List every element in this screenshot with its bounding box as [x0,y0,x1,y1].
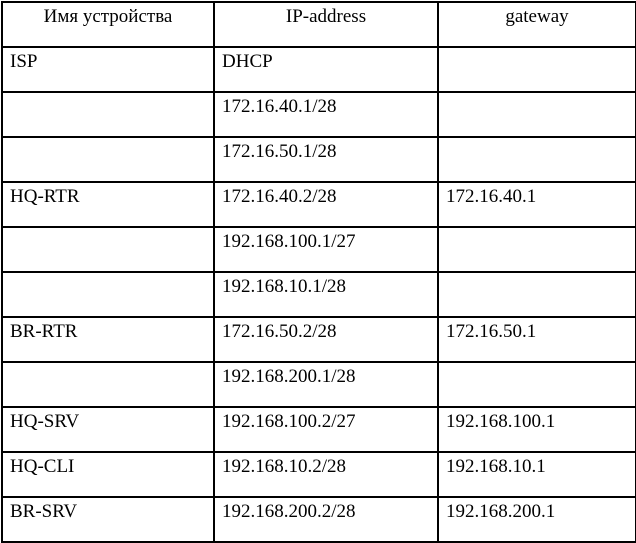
cell-device-name: HQ-RTR [1,181,215,228]
cell-ip-address: 172.16.50.2/28 [213,316,439,363]
table-header-row: Имя устройства IP-address gateway [1,1,636,48]
cell-ip-address: 192.168.10.1/28 [213,271,439,318]
table-row: 192.168.100.1/27 [1,226,636,273]
cell-device-name [1,136,215,183]
cell-gateway: 192.168.100.1 [437,406,636,453]
cell-ip-address: 172.16.50.1/28 [213,136,439,183]
cell-gateway [437,136,636,183]
cell-device-name: ISP [1,46,215,93]
table-row: BR-RTR 172.16.50.2/28 172.16.50.1 [1,316,636,363]
table-row: BR-SRV 192.168.200.2/28 192.168.200.1 [1,496,636,543]
cell-ip-address: 192.168.100.2/27 [213,406,439,453]
table-row: 192.168.10.1/28 [1,271,636,318]
table-row: 192.168.200.1/28 [1,361,636,408]
cell-device-name [1,361,215,408]
cell-device-name: HQ-SRV [1,406,215,453]
cell-gateway: 192.168.200.1 [437,496,636,543]
cell-device-name: BR-SRV [1,496,215,543]
cell-device-name: BR-RTR [1,316,215,363]
cell-ip-address: 192.168.200.1/28 [213,361,439,408]
cell-gateway: 192.168.10.1 [437,451,636,498]
cell-gateway [437,271,636,318]
cell-device-name [1,226,215,273]
table-row: HQ-RTR 172.16.40.2/28 172.16.40.1 [1,181,636,228]
cell-gateway [437,226,636,273]
cell-device-name: HQ-CLI [1,451,215,498]
cell-gateway [437,46,636,93]
cell-device-name [1,91,215,138]
header-gateway: gateway [437,1,636,48]
table-body: ISP DHCP 172.16.40.1/28 172.16.50.1/28 HQ-RT… [1,46,636,543]
cell-device-name [1,271,215,318]
cell-ip-address: 192.168.10.2/28 [213,451,439,498]
cell-ip-address: DHCP [213,46,439,93]
header-ip-address: IP-address [213,1,439,48]
header-device-name: Имя устройства [1,1,215,48]
cell-gateway [437,361,636,408]
table-row: HQ-SRV 192.168.100.2/27 192.168.100.1 [1,406,636,453]
cell-gateway: 172.16.50.1 [437,316,636,363]
table-row: ISP DHCP [1,46,636,93]
cell-ip-address: 192.168.200.2/28 [213,496,439,543]
cell-ip-address: 192.168.100.1/27 [213,226,439,273]
cell-gateway: 172.16.40.1 [437,181,636,228]
table-row: 172.16.40.1/28 [1,91,636,138]
cell-gateway [437,91,636,138]
cell-ip-address: 172.16.40.2/28 [213,181,439,228]
cell-ip-address: 172.16.40.1/28 [213,91,439,138]
table-row: 172.16.50.1/28 [1,136,636,183]
table-row: HQ-CLI 192.168.10.2/28 192.168.10.1 [1,451,636,498]
